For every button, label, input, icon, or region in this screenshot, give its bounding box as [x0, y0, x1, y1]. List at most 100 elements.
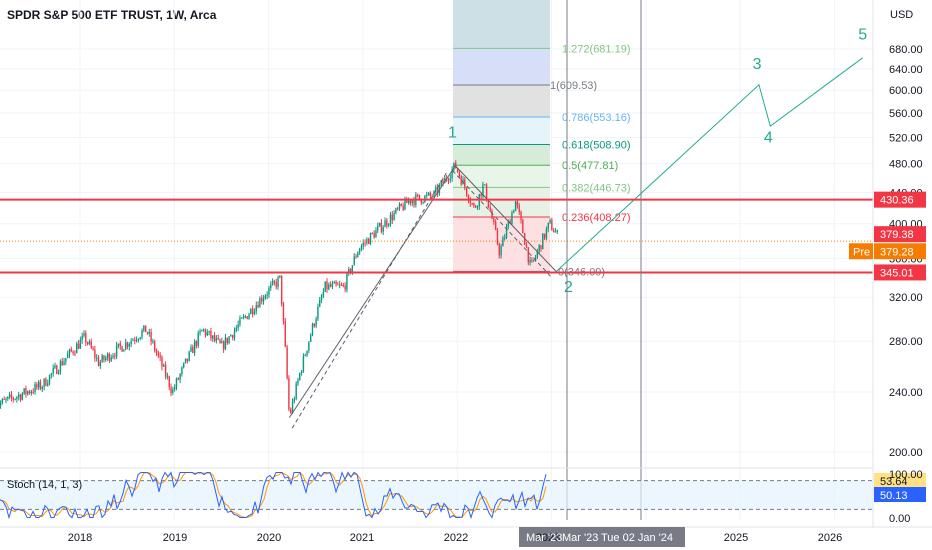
candle-body — [184, 358, 187, 363]
stochastic-pane — [0, 467, 926, 520]
candle-body — [485, 184, 488, 201]
candle-body — [172, 389, 174, 393]
candle-body — [61, 361, 63, 366]
candle-body — [435, 187, 437, 192]
candle-body — [351, 265, 354, 273]
stoch-tick-100: 100.00 — [889, 469, 923, 481]
candle-body — [56, 365, 58, 374]
candle-body — [66, 354, 69, 359]
candle-body — [542, 233, 544, 250]
candle-body — [313, 323, 315, 326]
candle-body — [284, 321, 286, 347]
candle-body — [387, 224, 390, 226]
candle-body — [264, 295, 267, 299]
candle-body — [353, 256, 355, 266]
candle-body — [30, 391, 33, 394]
trendline-up — [288, 165, 456, 418]
candle-body — [130, 340, 132, 345]
candle-body — [250, 308, 252, 315]
candle-body — [179, 373, 181, 380]
stoch-d-line — [0, 471, 547, 519]
candle-body — [514, 201, 517, 212]
candle-body — [161, 357, 163, 367]
candle-body — [386, 220, 388, 226]
candle-body — [458, 171, 461, 177]
candle-body — [525, 244, 528, 248]
candle-body — [306, 350, 308, 356]
candle-body — [221, 341, 223, 344]
candle-body — [70, 349, 72, 352]
fib-band-0.786 — [453, 85, 550, 117]
candle-body — [132, 339, 134, 341]
candle-body — [465, 187, 468, 196]
candle-body — [552, 230, 555, 233]
candle-body — [110, 357, 112, 361]
candle-body — [295, 383, 297, 399]
candle-body — [491, 211, 493, 219]
candle-body — [533, 259, 535, 261]
candle-body — [199, 331, 201, 333]
crosshair-date-text-3: Tue 02 Jan '24 — [601, 532, 673, 544]
time-tick-label: 2020 — [257, 532, 281, 544]
candle-body — [319, 299, 321, 307]
candle-body — [230, 335, 232, 337]
candle-body — [83, 333, 85, 336]
stoch-label: Stoch (14, 1, 3) — [7, 479, 82, 491]
price-tick-label: 680.00 — [889, 44, 923, 56]
crosshair-date-text-1: Mar '23 — [526, 532, 562, 544]
candle-body — [489, 207, 491, 212]
candle-body — [342, 285, 345, 287]
candle-body — [117, 343, 120, 346]
candle-body — [94, 349, 96, 358]
candle-body — [1, 399, 4, 404]
candle-body — [36, 384, 38, 388]
candle-body — [92, 347, 94, 350]
candle-body — [235, 327, 238, 331]
candle-body — [505, 227, 508, 238]
candle-body — [219, 339, 221, 344]
candle-body — [16, 397, 18, 399]
time-tick-label: 2022 — [444, 532, 468, 544]
candle-body — [467, 195, 470, 201]
candle-body — [212, 335, 214, 339]
time-tick-label: 2019 — [163, 532, 187, 544]
candle-body — [233, 330, 236, 338]
grid-lines — [0, 0, 873, 520]
time-tick-label: 2023 — [536, 532, 560, 544]
level-price-tag-0 — [874, 191, 926, 208]
candle-body — [170, 387, 172, 393]
candle-body — [45, 378, 47, 386]
candle-body — [192, 347, 194, 354]
price-tick-label: 520.00 — [889, 132, 923, 144]
candle-body — [547, 222, 549, 229]
candle-body — [518, 205, 520, 213]
wave-label-5: 5 — [858, 26, 867, 43]
candle-body — [244, 316, 247, 318]
level-price-tag-1 — [874, 264, 926, 281]
candle-body — [364, 242, 366, 244]
candle-body — [369, 233, 372, 244]
candle-body — [375, 230, 377, 238]
crosshair-date-text-2: Mar '23 — [562, 532, 598, 544]
candle-body — [308, 341, 310, 351]
candle-body — [554, 231, 557, 233]
candle-body — [8, 394, 11, 397]
fib-level-label-0.618: 0.618(508.90) — [562, 139, 631, 151]
candle-body — [0, 403, 2, 407]
candle-body — [460, 176, 462, 185]
candle-body — [246, 316, 248, 320]
candle-body — [324, 281, 326, 292]
candle-body — [12, 397, 14, 400]
candle-body — [47, 383, 49, 386]
candle-body — [426, 194, 428, 196]
candles — [0, 160, 559, 415]
candle-body — [257, 305, 259, 308]
candle-body — [502, 237, 504, 247]
candle-body — [418, 194, 421, 199]
candle-body — [103, 355, 105, 360]
candle-body — [520, 212, 522, 220]
candle-body — [411, 200, 413, 204]
candle-body — [315, 319, 317, 326]
candle-body — [266, 294, 268, 296]
